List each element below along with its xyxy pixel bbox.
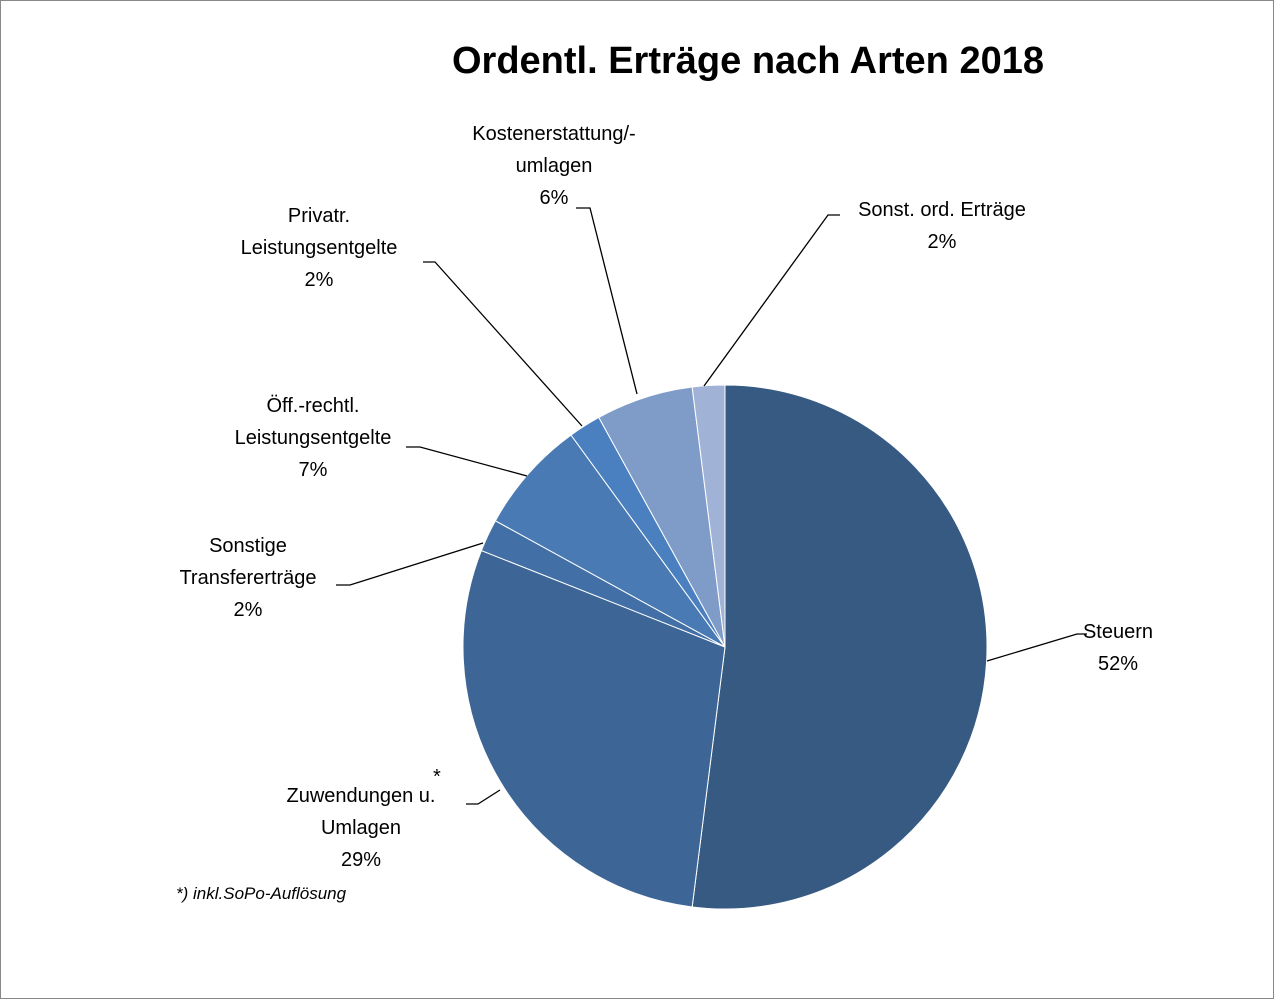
value-label: 2%: [304, 269, 334, 291]
value-label: 2%: [927, 231, 957, 253]
value-label: 52%: [1097, 653, 1139, 675]
slice-label: Kostenerstattung/-umlagen 6%: [447, 118, 662, 214]
value-label: 7%: [298, 459, 328, 481]
leader-line: [336, 542, 484, 586]
slice-label: Steuern 52%: [1058, 616, 1178, 680]
leader-line: [406, 446, 528, 477]
category-label: Privatr. Leistungsentgelte: [240, 205, 398, 259]
leader-line: [576, 207, 638, 395]
value-label: 2%: [233, 599, 263, 621]
leader-line: [423, 261, 583, 427]
category-label: Öff.-rechtl. Leistungsentgelte: [234, 395, 392, 449]
footnote: *) inkl.SoPo-Auflösung: [176, 884, 347, 903]
pie-slice: [691, 384, 726, 648]
slice-label: Zuwendungen u. Umlagen 29%: [261, 780, 461, 876]
leader-line: [703, 214, 840, 387]
category-label: Zuwendungen u. Umlagen: [286, 785, 436, 839]
pie-slice: [462, 549, 726, 908]
leader-line: [466, 789, 501, 805]
category-label: Kostenerstattung/-umlagen: [472, 123, 636, 177]
value-label: 29%: [340, 849, 382, 871]
slice-label: Öff.-rechtl. Leistungsentgelte 7%: [213, 390, 413, 486]
value-label: 6%: [539, 187, 569, 209]
pie-slice: [691, 384, 988, 910]
pie-slice: [494, 434, 726, 648]
slice-label: Sonstige Transfererträge 2%: [158, 530, 338, 626]
slice-label: Privatr. Leistungsentgelte 2%: [219, 200, 419, 296]
chart-title: Ordentl. Erträge nach Arten 2018: [451, 40, 1044, 82]
leader-line: [986, 633, 1087, 662]
annotation: *: [433, 766, 441, 788]
category-label: Sonstige Transfererträge: [179, 535, 317, 589]
category-label: Sonst. ord. Erträge: [858, 199, 1026, 221]
category-label: Steuern: [1082, 621, 1154, 643]
slice-label: Sonst. ord. Erträge 2%: [822, 194, 1062, 258]
